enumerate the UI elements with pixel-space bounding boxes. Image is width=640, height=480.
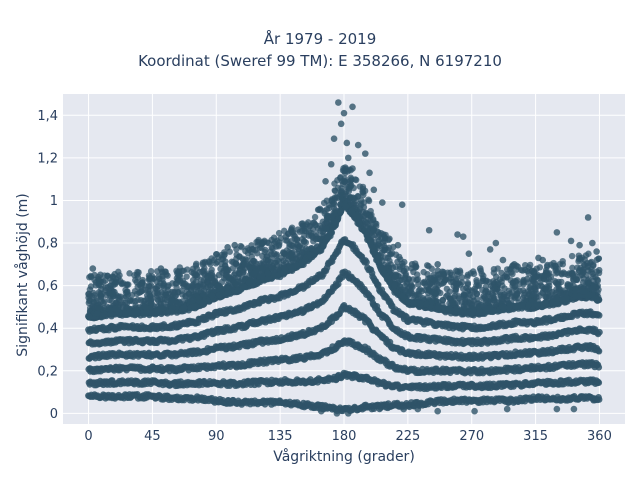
data-point (374, 281, 382, 289)
data-point (569, 264, 576, 272)
data-point (217, 265, 224, 273)
data-point (595, 312, 603, 319)
scatter-points (84, 99, 603, 417)
data-point (595, 379, 603, 387)
data-point (596, 328, 603, 336)
data-point (360, 191, 367, 199)
data-point (183, 273, 190, 280)
data-point (595, 396, 603, 403)
data-point (363, 258, 370, 266)
data-point (585, 250, 592, 257)
data-point (334, 280, 342, 288)
data-point (116, 272, 123, 279)
chart-title: År 1979 - 2019 (263, 30, 377, 48)
data-point (596, 266, 603, 274)
data-point (513, 266, 520, 273)
data-point (178, 287, 185, 295)
data-point (595, 347, 603, 355)
data-point (568, 252, 576, 260)
chart-subtitle: Koordinat (Sweref 99 TM): E 358266, N 61… (138, 52, 502, 70)
data-point (458, 274, 466, 281)
data-point (311, 213, 319, 221)
data-point (443, 285, 451, 293)
data-point (118, 279, 125, 287)
data-point (595, 364, 603, 371)
